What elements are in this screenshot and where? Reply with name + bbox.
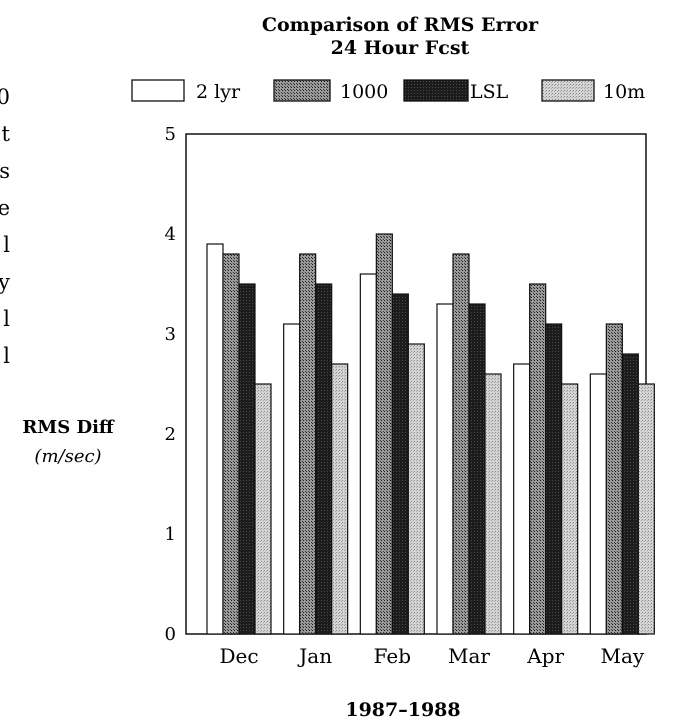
chart-subtitle: 24 Hour Fcst — [331, 37, 470, 59]
x-tick-label: Feb — [374, 644, 411, 668]
bar-1000-Dec — [222, 253, 240, 635]
margin-text-fragment: l — [3, 307, 10, 331]
margin-text-fragment: s — [0, 159, 10, 183]
margin-text-fragment: 0 — [0, 85, 10, 109]
bar-1000-May — [605, 323, 623, 635]
bar-2-lyr-Mar — [436, 303, 454, 635]
legend-swatch-2-lyr — [131, 79, 185, 102]
legend-swatch-LSL — [403, 79, 469, 102]
bar-1000-Apr — [529, 283, 547, 635]
x-axis-label: 1987–1988 — [345, 699, 460, 721]
bar-10m-Jan — [331, 363, 349, 635]
legend: 2 lyr 1000 LSL 10m — [131, 79, 645, 103]
bar-LSL-Jan — [315, 283, 333, 635]
margin-text-fragment: e — [0, 196, 10, 220]
x-tick-label: Jan — [297, 644, 332, 668]
bar-2-lyr-Apr — [513, 363, 531, 635]
bar-10m-Apr — [561, 383, 579, 635]
bar-LSL-Apr — [545, 323, 563, 635]
legend-label-1000: 1000 — [340, 81, 388, 103]
bar-10m-Mar — [484, 373, 502, 635]
margin-text-fragment: y — [0, 270, 10, 294]
y-tick-label: 2 — [165, 424, 176, 445]
x-tick-label: May — [600, 644, 644, 668]
bar-10m-May — [637, 383, 655, 635]
margin-text-fragment: l — [3, 344, 10, 368]
bar-1000-Jan — [299, 253, 317, 635]
x-tick-label: Apr — [526, 644, 564, 668]
y-tick-label: 0 — [165, 624, 176, 645]
x-axis-ticks: Dec Jan Feb Mar Apr May — [219, 644, 644, 668]
bar-10m-Feb — [407, 343, 425, 635]
y-axis-unit: (m/sec) — [34, 446, 101, 467]
y-tick-label: 3 — [165, 324, 176, 345]
bar-2-lyr-May — [589, 373, 607, 635]
bar-LSL-May — [621, 353, 639, 635]
legend-swatch-1000 — [273, 79, 331, 102]
bar-2-lyr-Feb — [359, 273, 377, 635]
y-tick-label: 5 — [165, 124, 176, 145]
margin-text-fragment: t — [2, 122, 11, 146]
y-axis-ticks: 0 1 2 3 4 5 — [165, 124, 176, 645]
bar-2-lyr-Dec — [206, 243, 224, 635]
legend-label-LSL: LSL — [470, 81, 509, 103]
chart-title: Comparison of RMS Error — [262, 14, 539, 36]
bar-10m-Dec — [254, 383, 272, 635]
y-tick-label: 1 — [165, 524, 176, 545]
x-tick-label: Mar — [448, 644, 490, 668]
bars — [206, 233, 655, 635]
bar-LSL-Mar — [468, 303, 486, 635]
y-axis-label: RMS Diff — [22, 417, 115, 438]
legend-label-10m: 10m — [603, 81, 645, 103]
x-tick-label: Dec — [219, 644, 258, 668]
bar-1000-Mar — [452, 253, 470, 635]
y-tick-label: 4 — [165, 224, 176, 245]
bar-LSL-Feb — [391, 293, 409, 635]
legend-label-2-lyr: 2 lyr — [196, 81, 241, 103]
bar-LSL-Dec — [238, 283, 256, 635]
margin-text-fragment: l — [3, 233, 10, 257]
bar-2-lyr-Jan — [283, 323, 301, 635]
legend-swatch-10m — [541, 79, 595, 102]
bar-1000-Feb — [375, 233, 393, 635]
